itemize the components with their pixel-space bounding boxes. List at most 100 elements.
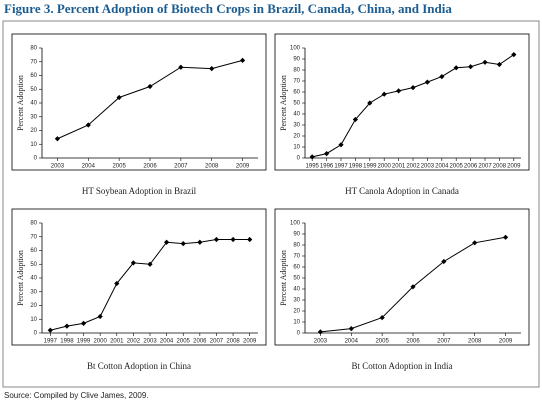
x-tick-label: 2001 [392,164,406,170]
y-tick-label: 100 [290,46,301,52]
y-tick-label: 60 [293,265,300,271]
x-tick-label: 2007 [210,339,224,345]
x-tick-label: 1997 [334,164,348,170]
figure-title: Figure 3. Percent Adoption of Biotech Cr… [4,1,452,16]
y-tick-label: 80 [293,243,300,249]
y-tick-label: 10 [293,145,300,151]
y-tick-label: 0 [297,331,301,337]
marker [324,151,330,157]
marker [97,313,103,320]
y-tick-label: 10 [293,320,300,326]
panel-frame [274,208,530,346]
x-tick-label: 2004 [160,339,174,345]
marker [47,327,53,333]
y-tick-label: 40 [30,101,37,107]
x-tick-label: 2004 [435,164,449,170]
marker [230,236,236,243]
x-tick-label: 2001 [110,339,124,345]
marker [410,284,416,290]
marker [367,100,373,106]
y-tick-label: 20 [293,309,300,315]
x-tick-label: 2003 [421,164,435,170]
marker [496,61,502,68]
marker [114,280,120,287]
chart-caption: Bt Cotton Adoption in India [351,361,452,371]
x-tick-label: 1999 [77,339,91,345]
x-tick-label: 1998 [60,339,74,345]
y-tick-label: 10 [30,317,37,323]
marker [441,258,447,265]
x-tick-label: 2006 [193,339,207,345]
x-tick-label: 2008 [493,164,507,170]
marker [453,65,459,71]
x-tick-label: 2008 [226,339,240,345]
marker [424,79,430,85]
y-tick-label: 30 [293,298,300,304]
marker [180,241,186,247]
marker [147,261,153,267]
marker [352,116,358,123]
y-tick-label: 60 [30,73,37,79]
marker [213,236,220,243]
x-tick-label: 2009 [499,339,513,345]
marker [209,66,215,72]
y-tick-label: 80 [30,221,37,227]
marker [147,83,153,90]
y-tick-label: 100 [290,221,301,227]
y-tick-label: 50 [293,276,300,282]
marker [85,122,91,128]
marker [197,239,203,245]
y-tick-label: 40 [293,112,300,118]
y-axis-label: Percent Adoption [16,250,25,306]
y-tick-label: 30 [30,289,37,295]
y-tick-label: 80 [293,68,300,74]
y-tick-label: 0 [34,331,38,337]
series-line [50,239,250,331]
y-tick-label: 40 [293,287,300,293]
marker [502,234,509,240]
x-tick-label: 2004 [345,339,359,345]
marker [247,236,253,243]
x-tick-label: 2002 [127,339,141,345]
x-tick-label: 2000 [378,164,392,170]
x-tick-label: 1999 [363,164,377,170]
y-tick-label: 70 [30,59,37,65]
y-tick-label: 70 [30,234,37,240]
y-tick-label: 50 [30,262,37,268]
marker [396,88,402,94]
x-tick-label: 2005 [112,164,126,170]
panel-frame [11,33,267,171]
x-tick-label: 2007 [437,339,451,345]
chart-caption: Bt Cotton Adoption in China [87,361,191,371]
marker [472,240,478,246]
x-tick-label: 2006 [406,339,420,345]
x-tick-label: 2009 [236,164,250,170]
marker [511,52,517,58]
y-tick-label: 20 [30,128,37,134]
y-tick-label: 20 [30,303,37,309]
y-tick-label: 50 [293,101,300,107]
x-tick-label: 1997 [44,339,58,345]
chart-caption: HT Canola Adoption in Canada [345,186,459,196]
marker [381,91,387,97]
marker [64,323,70,329]
y-tick-label: 30 [293,123,300,129]
x-tick-label: 2002 [406,164,420,170]
y-tick-label: 0 [297,156,301,162]
x-tick-label: 2003 [143,339,157,345]
y-tick-label: 80 [30,46,37,52]
y-tick-label: 10 [30,142,37,148]
x-tick-label: 2006 [464,164,478,170]
x-tick-label: 2005 [375,339,389,345]
x-tick-label: 2007 [174,164,188,170]
y-tick-label: 0 [34,156,38,162]
x-tick-label: 2008 [205,164,219,170]
y-tick-label: 70 [293,254,300,260]
marker [309,154,315,160]
marker [239,57,246,63]
y-axis-label: Percent Adoption [16,75,25,131]
x-tick-label: 2006 [143,164,157,170]
x-tick-label: 2004 [82,164,96,170]
x-tick-label: 1995 [306,164,320,170]
